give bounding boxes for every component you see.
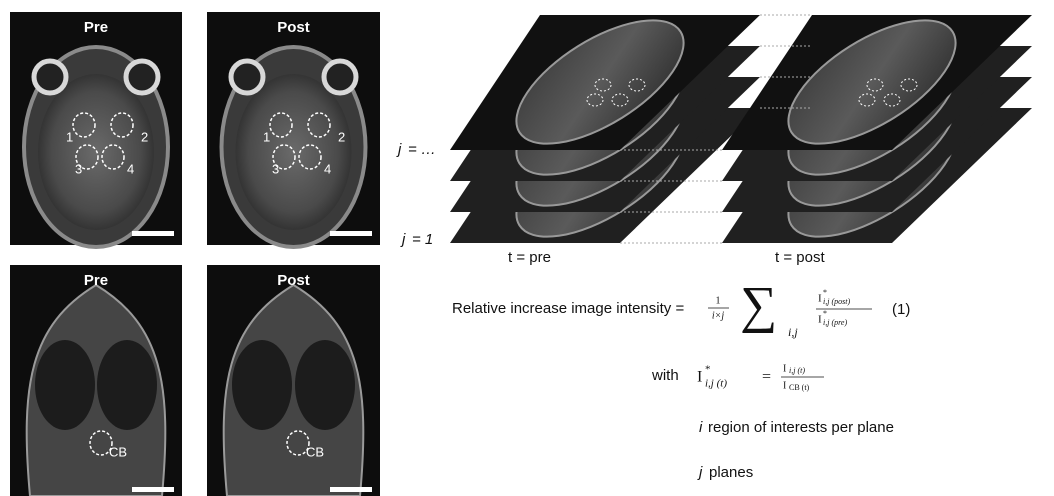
time-label: t = post	[775, 249, 825, 266]
eye	[324, 61, 356, 93]
panel-label: Post	[277, 19, 310, 36]
sum-index: i,j	[788, 325, 798, 339]
scale-bar	[132, 231, 174, 236]
equation-lhs: Relative increase image intensity =	[452, 300, 684, 317]
ratio-den-base: I	[818, 314, 822, 326]
lung	[97, 340, 157, 430]
ratio-num-base: I	[818, 293, 822, 305]
with-label: with	[651, 367, 679, 384]
def-lhs-sup: *	[705, 364, 711, 376]
roi-label: 4	[324, 161, 331, 176]
scale-bar	[132, 487, 174, 492]
mri-panel: 1 2 3 4 Post	[207, 12, 380, 247]
scale-bar	[330, 231, 372, 236]
panel-label: Post	[277, 272, 310, 289]
panel-label: Pre	[84, 19, 108, 36]
time-label: t = pre	[508, 249, 551, 266]
roi-label: 4	[127, 161, 134, 176]
note-text: planes	[709, 464, 753, 481]
def-den-sub: CB (t)	[789, 383, 810, 392]
coef-num: 1	[716, 295, 721, 306]
def-den-base: I	[783, 380, 786, 391]
lung	[295, 340, 355, 430]
note-var: i	[699, 419, 703, 436]
ratio-num-sub: i,j (post)	[823, 297, 850, 306]
def-num-base: I	[783, 363, 786, 374]
mri-panel: 1 2 3 4 Pre	[10, 12, 182, 247]
scale-bar	[330, 487, 372, 492]
note-var: j	[697, 464, 703, 481]
equation-number: (1)	[892, 301, 910, 318]
plane-label: = 1	[412, 231, 433, 248]
ratio-den-sub: i,j (pre)	[823, 318, 847, 327]
figure: 1 2 3 4 Pre 1 2 3 4 Post CB Pre CB Post j = … j = 1 t…	[0, 0, 1054, 496]
def-num-sub: i,j (t)	[789, 366, 805, 375]
eye	[231, 61, 263, 93]
panel-label: Pre	[84, 272, 108, 289]
brain	[38, 74, 154, 230]
roi-label: CB	[109, 444, 127, 459]
note-text: region of interests per plane	[708, 419, 894, 436]
coef-den: i×j	[712, 310, 725, 321]
def-lhs-sub: i,j (t)	[705, 378, 727, 390]
roi-label: 3	[75, 161, 82, 176]
roi-label: 2	[338, 129, 345, 144]
mri-panels: 1 2 3 4 Pre 1 2 3 4 Post CB Pre CB Post	[10, 12, 380, 496]
mri-panel: CB Pre	[10, 265, 182, 496]
roi-label: CB	[306, 444, 324, 459]
mri-panel: CB Post	[207, 265, 380, 496]
ratio-num-sup: *	[823, 288, 827, 297]
lung	[232, 340, 292, 430]
slice-stacks	[450, 0, 1032, 261]
ratio-den-sup: *	[823, 309, 827, 318]
plane-label: = …	[408, 141, 436, 158]
roi-label: 3	[272, 161, 279, 176]
def-lhs-base: I	[697, 369, 702, 386]
def-eq: =	[762, 369, 771, 386]
roi-label: 1	[263, 129, 270, 144]
eye	[126, 61, 158, 93]
lung	[35, 340, 95, 430]
plane-var: j	[400, 231, 406, 248]
sum-sign: ∑	[740, 277, 777, 334]
eye	[34, 61, 66, 93]
plane-var: j	[396, 141, 402, 158]
roi-label: 2	[141, 129, 148, 144]
roi-label: 1	[66, 129, 73, 144]
